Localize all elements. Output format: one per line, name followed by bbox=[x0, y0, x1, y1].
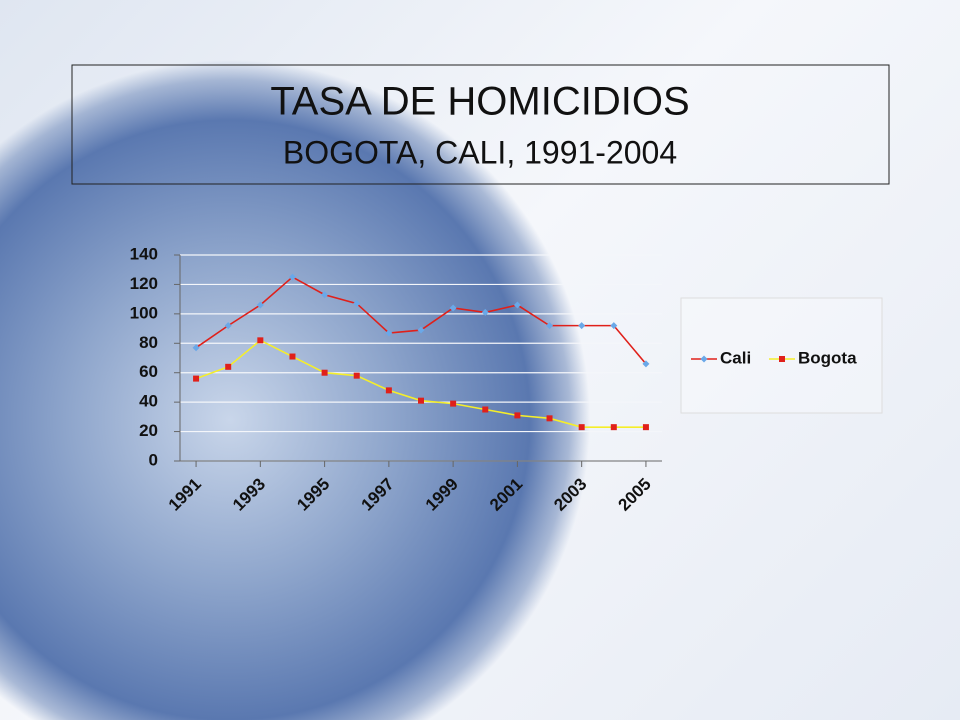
x-tick-label: 2003 bbox=[550, 474, 590, 514]
chart-title: TASA DE HOMICIDIOS bbox=[270, 80, 689, 124]
marker bbox=[257, 337, 264, 344]
x-tick-label: 1995 bbox=[293, 474, 333, 514]
marker bbox=[321, 369, 328, 376]
marker bbox=[321, 291, 329, 299]
legend-box bbox=[680, 297, 883, 414]
marker bbox=[385, 329, 393, 337]
marker bbox=[514, 412, 521, 419]
y-tick-label: 0 bbox=[149, 450, 158, 469]
marker bbox=[642, 424, 649, 431]
marker bbox=[450, 400, 457, 407]
title-box bbox=[71, 64, 890, 185]
legend-marker bbox=[700, 355, 708, 363]
series-line bbox=[195, 276, 647, 365]
x-tick-label: 1993 bbox=[229, 474, 269, 514]
marker bbox=[385, 387, 392, 394]
marker bbox=[610, 322, 618, 330]
marker bbox=[224, 322, 232, 330]
marker bbox=[256, 301, 264, 309]
marker bbox=[546, 322, 554, 330]
marker bbox=[417, 326, 425, 334]
marker bbox=[578, 424, 585, 431]
chart-subtitle: BOGOTA, CALI, 1991-2004 bbox=[283, 134, 677, 170]
marker bbox=[353, 372, 360, 379]
marker bbox=[418, 397, 424, 404]
marker bbox=[449, 304, 457, 312]
marker bbox=[288, 273, 296, 281]
marker bbox=[546, 415, 553, 422]
marker bbox=[289, 353, 296, 360]
legend-label: Cali bbox=[720, 348, 751, 367]
marker bbox=[192, 344, 200, 352]
marker bbox=[193, 375, 200, 382]
y-tick-label: 120 bbox=[130, 274, 158, 293]
marker bbox=[610, 424, 617, 431]
marker bbox=[225, 363, 232, 370]
y-tick-label: 20 bbox=[139, 421, 158, 440]
marker bbox=[482, 406, 489, 413]
y-tick-label: 60 bbox=[139, 362, 158, 381]
marker bbox=[481, 308, 489, 316]
legend-marker bbox=[779, 356, 785, 362]
y-tick-label: 140 bbox=[130, 244, 158, 263]
marker bbox=[642, 360, 650, 368]
legend-label: Bogota bbox=[798, 348, 857, 367]
y-tick-label: 80 bbox=[139, 333, 158, 352]
marker bbox=[353, 300, 361, 308]
marker bbox=[513, 301, 521, 309]
x-tick-label: 2001 bbox=[486, 474, 526, 514]
x-tick-label: 1991 bbox=[165, 474, 205, 514]
marker bbox=[578, 322, 586, 330]
y-tick-label: 40 bbox=[139, 392, 158, 411]
y-tick-label: 100 bbox=[130, 303, 158, 322]
x-tick-label: 1999 bbox=[422, 474, 462, 514]
x-tick-label: 1997 bbox=[358, 474, 398, 514]
x-tick-label: 2005 bbox=[615, 474, 655, 514]
series-line bbox=[195, 339, 646, 428]
